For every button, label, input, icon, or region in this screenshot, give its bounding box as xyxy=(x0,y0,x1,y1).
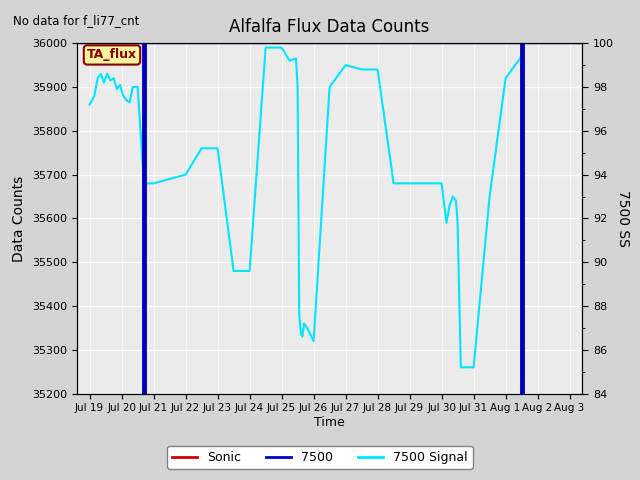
Y-axis label: Data Counts: Data Counts xyxy=(12,175,26,262)
Title: Alfalfa Flux Data Counts: Alfalfa Flux Data Counts xyxy=(229,18,430,36)
Y-axis label: 7500 SS: 7500 SS xyxy=(616,190,630,247)
Legend: Sonic, 7500, 7500 Signal: Sonic, 7500, 7500 Signal xyxy=(167,446,473,469)
Text: TA_flux: TA_flux xyxy=(87,48,137,61)
Text: No data for f_li77_cnt: No data for f_li77_cnt xyxy=(13,14,139,27)
X-axis label: Time: Time xyxy=(314,416,345,429)
